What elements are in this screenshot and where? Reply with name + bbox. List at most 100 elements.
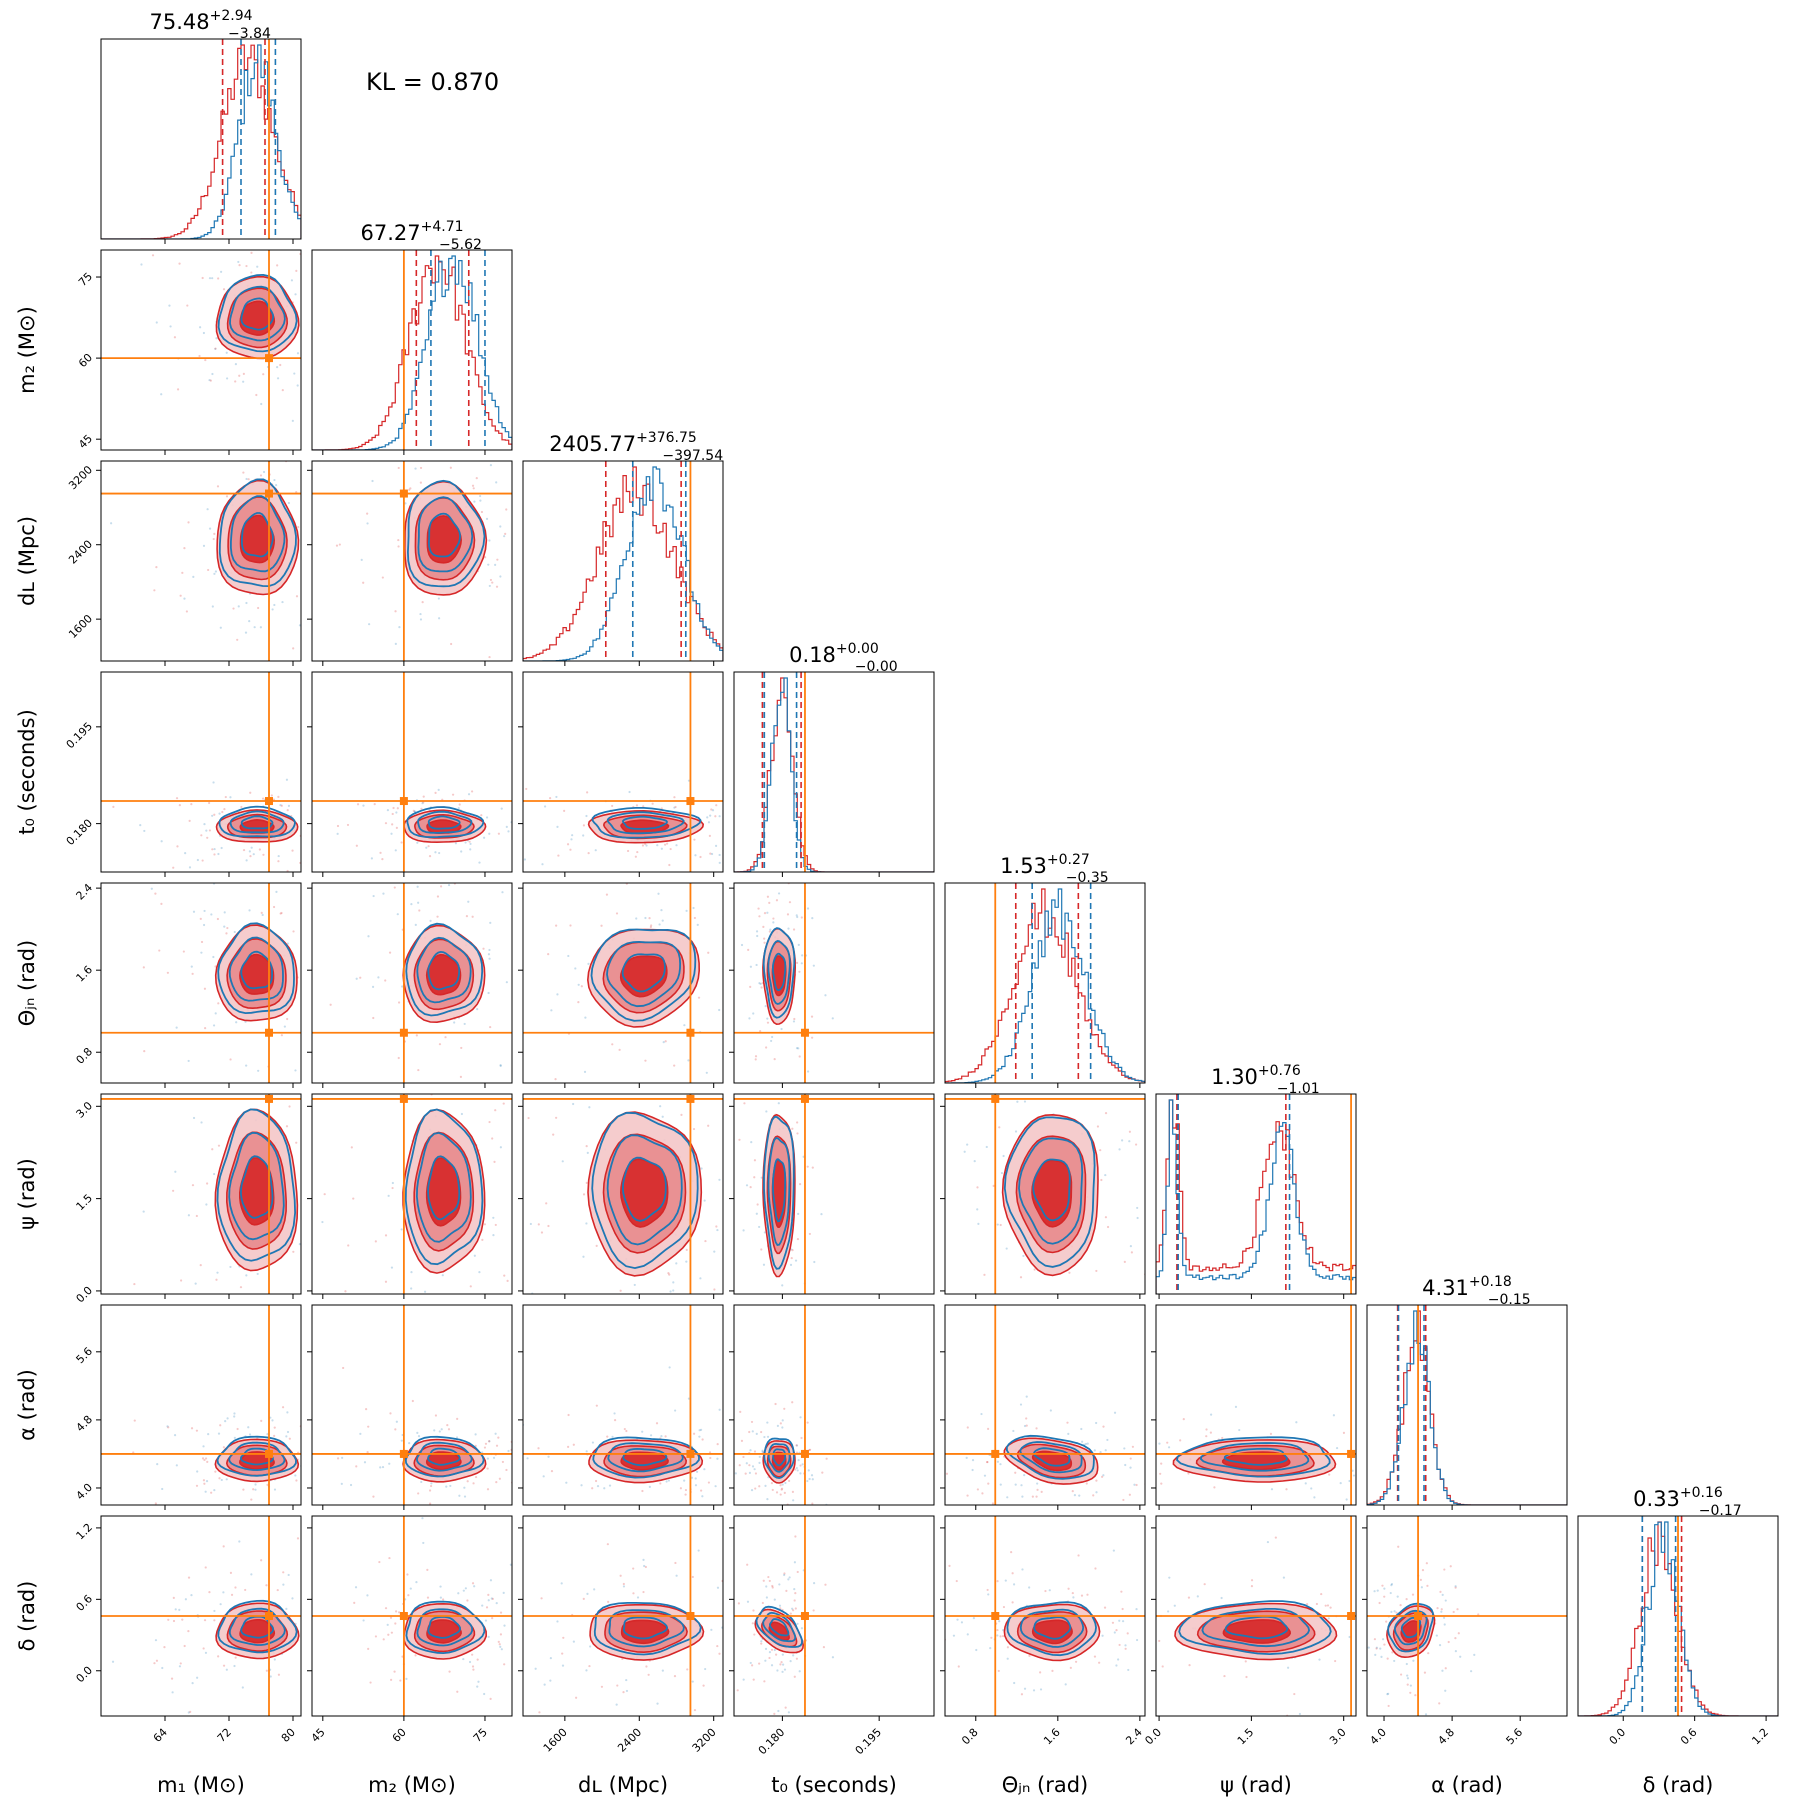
scatter-point	[469, 1310, 471, 1312]
scatter-point	[1352, 1474, 1356, 1477]
scatter-point	[759, 982, 762, 986]
scatter-point	[1101, 1475, 1104, 1478]
scatter-point	[324, 556, 326, 558]
scatter-point	[533, 1023, 535, 1025]
scatter-point	[481, 1604, 484, 1607]
scatter-point	[374, 1635, 378, 1638]
scatter-point	[391, 1186, 394, 1190]
scatter-point	[1132, 1460, 1134, 1462]
scatter-point	[292, 930, 295, 933]
scatter-point	[1012, 1583, 1016, 1586]
scatter-point	[690, 1476, 694, 1479]
scatter-point	[783, 1573, 786, 1577]
scatter-point	[1031, 1576, 1033, 1578]
scatter-point	[1081, 1440, 1084, 1443]
scatter-point	[772, 917, 775, 920]
contour-blue-2	[239, 1155, 274, 1219]
scatter-point	[1459, 1655, 1462, 1658]
scatter-point	[450, 1669, 452, 1671]
scatter-point	[343, 1602, 345, 1604]
scatter-point	[1036, 1482, 1039, 1485]
scatter-point	[507, 1449, 510, 1453]
scatter-point	[556, 1653, 558, 1655]
scatter-point	[350, 1373, 352, 1375]
scatter-point	[270, 794, 273, 797]
scatter-point	[755, 790, 757, 792]
scatter-point	[382, 1064, 384, 1066]
panel-frame	[522, 882, 724, 1084]
scatter-point	[649, 1434, 653, 1437]
x-tick-label: 60	[390, 1726, 409, 1745]
scatter-point	[222, 1545, 225, 1548]
scatter-point	[203, 1482, 206, 1485]
scatter-point	[467, 900, 470, 903]
scatter-point	[394, 849, 397, 852]
scatter-point	[207, 688, 209, 690]
scatter-point	[1046, 1319, 1048, 1321]
histogram-blue	[1367, 1310, 1567, 1505]
contour-blue-0	[1003, 1116, 1096, 1268]
scatter-point	[367, 1425, 370, 1428]
scatter-point	[373, 666, 375, 668]
scatter-point	[679, 1487, 682, 1490]
scatter-point	[208, 829, 212, 832]
scatter-point	[329, 356, 331, 358]
scatter-point	[549, 797, 552, 800]
scatter-point	[1161, 1665, 1164, 1668]
panel-title-minus: −0.35	[1066, 870, 1109, 886]
scatter-point	[172, 1189, 175, 1192]
scatter-point	[1022, 944, 1024, 946]
y-tick-label: 0.0	[74, 1664, 96, 1686]
contour-blue-2	[240, 1615, 275, 1639]
scatter-point	[1077, 1554, 1080, 1557]
scatter-point	[175, 1464, 178, 1467]
scatter-point	[1270, 1488, 1274, 1491]
scatter-point	[799, 1063, 801, 1065]
scatter-point	[999, 1223, 1002, 1227]
scatter-point	[366, 1451, 369, 1454]
scatter-point	[142, 1210, 145, 1213]
scatter-point	[247, 1426, 250, 1429]
scatter-point	[998, 1620, 1001, 1623]
scatter-point	[1066, 1421, 1069, 1424]
scatter-point	[1134, 1143, 1138, 1146]
x-tick-label: 2400	[615, 1726, 644, 1755]
scatter-point	[499, 1645, 502, 1649]
scatter-point	[1403, 1454, 1405, 1456]
scatter-point	[1390, 1610, 1393, 1613]
scatter-point	[397, 466, 400, 470]
scatter-point	[1095, 1479, 1098, 1482]
y-tick-label: 0.0	[74, 1284, 96, 1306]
scatter-point	[212, 1024, 216, 1027]
scatter-point	[753, 1176, 756, 1179]
scatter-point	[501, 891, 504, 894]
scatter-point	[756, 988, 758, 990]
scatter-point	[321, 1593, 323, 1595]
scatter-point	[1326, 1604, 1330, 1607]
scatter-point	[491, 838, 493, 840]
scatter-point	[619, 1574, 622, 1577]
scatter-point	[259, 874, 261, 876]
panel-m1-theta_jn: 0.81.62.4	[74, 881, 302, 1088]
histogram-blue	[1156, 1099, 1356, 1294]
scatter-point	[1348, 1635, 1351, 1639]
histogram-blue	[101, 44, 301, 239]
scatter-point	[139, 824, 142, 827]
scatter-point	[374, 817, 376, 819]
scatter-point	[204, 777, 206, 779]
scatter-point	[335, 544, 339, 547]
scatter-point	[696, 923, 699, 926]
panel-plot-area	[101, 461, 326, 779]
panel-plot-area	[101, 1094, 352, 1375]
y-axis-label-psi: ψ (rad)	[15, 1158, 39, 1230]
y-tick-label: 1.2	[74, 1521, 96, 1543]
scatter-point	[754, 896, 756, 898]
scatter-point	[451, 1525, 453, 1527]
scatter-point	[781, 1670, 784, 1673]
scatter-point	[1396, 1595, 1399, 1598]
scatter-point	[622, 1585, 626, 1588]
scatter-point	[286, 808, 289, 812]
scatter-point	[693, 838, 696, 841]
scatter-point	[1002, 1154, 1005, 1158]
scatter-point	[527, 1116, 530, 1120]
